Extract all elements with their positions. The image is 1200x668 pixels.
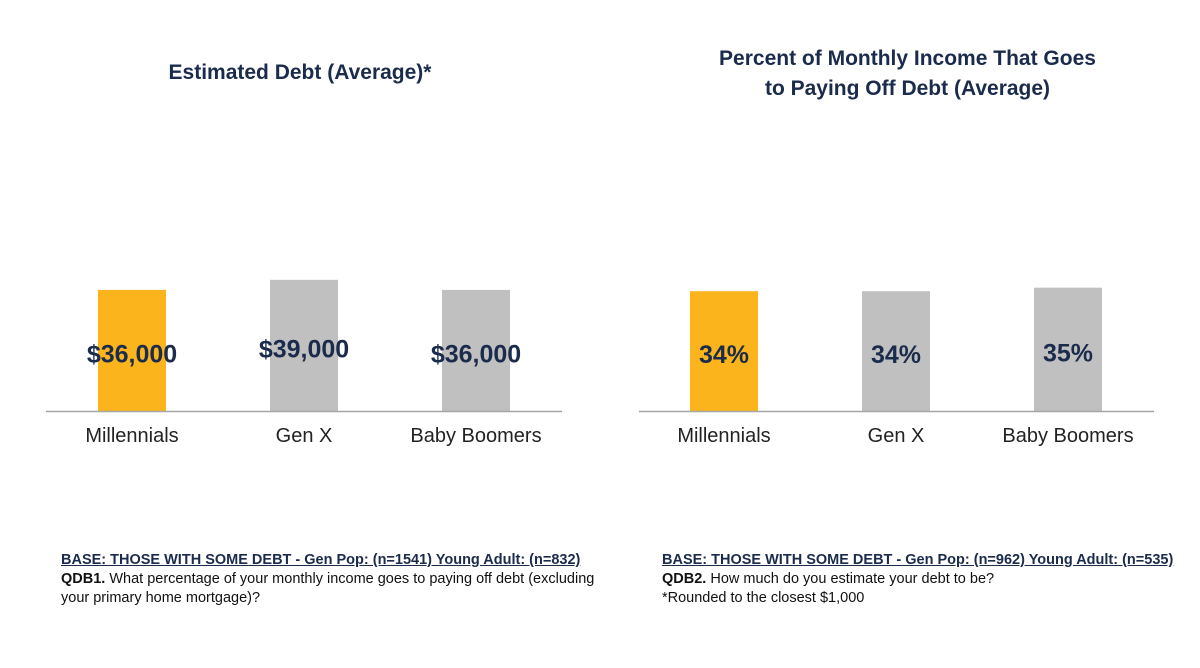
- footnote-right-question-label: QDB2.: [662, 571, 707, 587]
- category-label-0-2: Baby Boomers: [410, 425, 541, 447]
- data-label-1-1: 34%: [871, 341, 921, 369]
- category-label-0-1: Gen X: [276, 425, 333, 447]
- footnote-right-note: *Rounded to the closest $1,000: [662, 590, 865, 606]
- chart-title-right-line1: Percent of Monthly Income That Goes: [719, 47, 1096, 70]
- bar-1-millennials: [690, 291, 758, 411]
- category-label-1-0: Millennials: [677, 425, 770, 447]
- data-label-1-0: 34%: [699, 341, 749, 369]
- footnote-right-base: BASE: THOSE WITH SOME DEBT - Gen Pop: (n…: [662, 552, 1174, 568]
- footnote-left-question-label: QDB1.: [61, 571, 106, 587]
- chart-title-right: Percent of Monthly Income That Goes to P…: [640, 44, 1175, 104]
- category-label-0-0: Millennials: [85, 425, 178, 447]
- data-label-0-1: $39,000: [259, 335, 349, 363]
- bar-1-gen-x: [862, 291, 930, 411]
- bar-0-gen-x: [270, 279, 338, 411]
- data-label-1-2: 35%: [1043, 339, 1093, 367]
- category-label-1-1: Gen X: [868, 425, 925, 447]
- data-label-0-2: $36,000: [431, 340, 521, 368]
- footnote-right-question-text: How much do you estimate your debt to be…: [706, 571, 995, 587]
- chart-title-right-line2: to Paying Off Debt (Average): [764, 77, 1051, 100]
- bar-1-baby-boomers: [1034, 287, 1102, 411]
- footnote-right: BASE: THOSE WITH SOME DEBT - Gen Pop: (n…: [662, 551, 1192, 608]
- category-label-1-2: Baby Boomers: [1002, 425, 1133, 447]
- chart-title-left: Estimated Debt (Average)*: [168, 61, 432, 84]
- footnote-left: BASE: THOSE WITH SOME DEBT - Gen Pop: (n…: [61, 551, 601, 608]
- footnote-left-question-text: What percentage of your monthly income g…: [61, 571, 595, 606]
- bar-0-baby-boomers: [442, 289, 510, 411]
- data-label-0-0: $36,000: [87, 340, 177, 368]
- footnote-left-base: BASE: THOSE WITH SOME DEBT - Gen Pop: (n…: [61, 552, 581, 568]
- bar-0-millennials: [98, 289, 166, 411]
